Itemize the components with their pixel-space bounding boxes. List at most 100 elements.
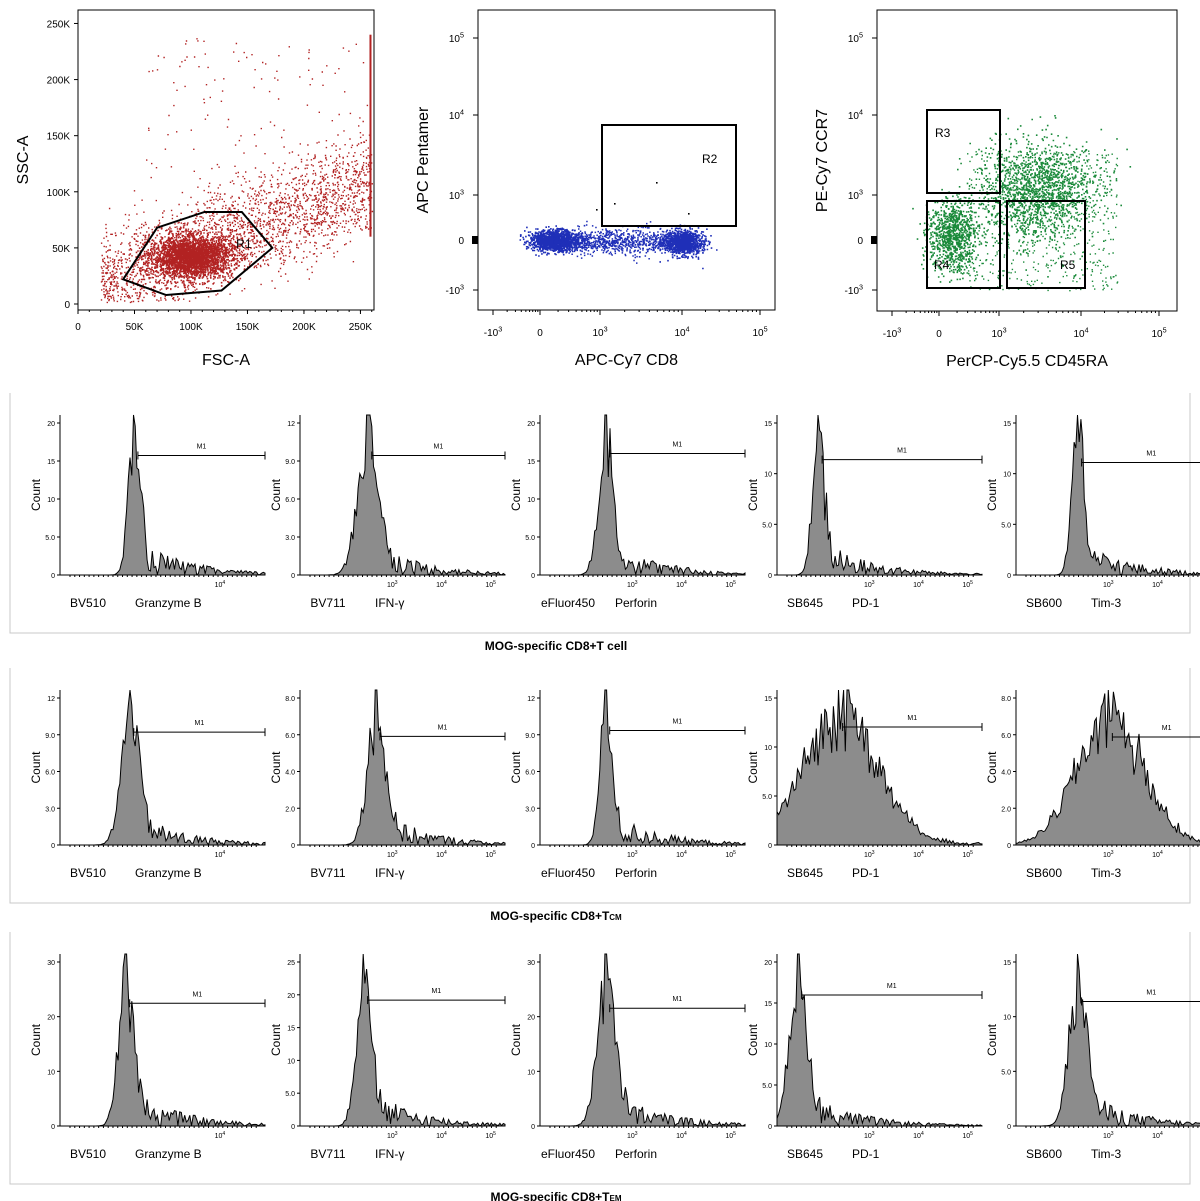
gate-M1-label: M1 [1146,989,1156,996]
y-tick-label: 8.0 [1001,696,1011,703]
y-tick-label: 200K [47,76,71,87]
histogram-panel-pd-1: 0 5.0 10 15 20 103 104 105 M1 Count SB645 PD-1 [746,954,982,1161]
y-tick-label: 5.0 [525,535,535,542]
x-axis-target: IFN-γ [375,596,404,610]
x-axis-target: Granzyme B [135,1147,202,1161]
histogram-panel-perforin: 05.0101520103 104 105M1CounteFluor450 Perfo… [509,415,745,610]
y-tick-label: 5.0 [1001,1069,1011,1076]
y-tick-label: 25 [287,960,295,967]
gate-R3 [927,110,1000,193]
y-tick-label: 30 [527,960,535,967]
y-tick-label: 0 [291,573,295,580]
y-axis-label: Count [269,478,283,511]
y-axis-label: Count [509,478,523,511]
x-tick-label: 103 [864,1131,875,1140]
x-tick-label: 0 [75,322,81,333]
gate-M1-label: M1 [897,448,907,455]
y-tick-label: 250K [47,19,71,30]
x-axis-marker: eFluor450 [541,596,595,610]
x-axis-marker: BV510 [70,866,106,880]
scatter-panel-cd8: APC-Cy7 CD8 APC Pentamer -103 0 103 104 105 -10… [415,10,775,369]
x-axis-marker: BV711 [310,596,345,610]
y-tick-label: 0 [768,1124,772,1131]
y-axis-label: Count [746,478,760,511]
y-tick-label: 0 [857,236,863,247]
gate-M1-label: M1 [195,720,205,727]
x-tick-label: 105 [962,1131,973,1140]
y-tick-label: 150K [47,132,71,143]
x-axis-target: PD-1 [852,866,880,880]
histogram-panel-tim-3: 02.04.06.08.0103104105M1CountSB600Tim-3 [985,690,1200,880]
y-axis-label: Count [985,751,999,784]
y-tick-label: 0 [531,843,535,850]
y-axis-label: Count [269,1023,283,1056]
plot-frame [877,10,1177,311]
x-tick-label: 104 [676,1131,687,1140]
y-tick-label: 3.0 [45,806,55,813]
y-tick-label: 15 [1003,960,1011,967]
x-axis-marker: BV711 [310,1147,345,1161]
histogram-trace [1016,415,1200,575]
y-tick-label: 105 [449,31,464,46]
y-axis-label: Count [985,478,999,511]
x-tick-label: 105 [962,580,973,589]
x-axis-target: Tim-3 [1091,866,1122,880]
histogram-trace [300,415,505,575]
histogram-panel-pd-1: 0 5.0 10 15 103 104 105 M1 Count SB645 PD-1 [746,415,982,610]
y-tick-label: 9.0 [285,459,295,466]
x-axis-target: Tim-3 [1091,1147,1122,1161]
x-axis-marker: SB645 [787,596,823,610]
y-tick-label: 0 [531,1124,535,1131]
y-tick-label: 0 [768,843,772,850]
x-tick-label: 250K [349,322,373,333]
y-tick-label: 2.0 [1001,806,1011,813]
scatter-panel-fsc: FSC-A SSC-A 0 50K 100K 150K 200K 250K 0 50K 100K 15… [15,10,374,369]
y-axis-label: Count [269,751,283,784]
y-tick-label: 10 [1003,1015,1011,1022]
x-tick-label: 105 [752,325,767,340]
y-tick-label: 15 [764,421,772,428]
histogram-trace [777,690,982,845]
gate-M1-label: M1 [192,991,202,998]
x-tick-label: -103 [883,326,901,341]
x-tick-label: 104 [913,850,924,859]
y-tick-label: 104 [449,108,464,123]
x-tick-label: 104 [1152,580,1163,589]
event-dot [596,209,598,211]
flow-cytometry-figure: FSC-ASSC-A0 50K 100K 150K 200K 250K050K100K15… [0,0,1200,1201]
y-tick-label: 10 [764,472,772,479]
y-tick-label: 10 [527,1069,535,1076]
y-tick-label: 5.0 [762,1083,772,1090]
gate-label: R4 [934,258,950,272]
histogram-panel-ifn-: 0 2.0 4.0 6.0 8.0 103 104 105 M1 Count BV711 IFN-γ [269,690,505,880]
histogram-panel-ifn-: 05.010152025103 104 105M1CountBV711 IFN-γ [269,954,505,1161]
y-tick-label: 0 [291,843,295,850]
y-tick-label: 0 [291,1124,295,1131]
x-axis-target: Perforin [615,596,657,610]
histogram-trace [1016,690,1200,845]
histogram-panel-ifn-: 03.06.09.012103 104 105M1CountBV711 IFN-γ [269,415,505,610]
x-tick-label: 200K [292,322,316,333]
row-caption-main: MOG-specific CD8+T cell [485,639,627,653]
y-tick-label: 15 [527,459,535,466]
x-tick-label: 103 [592,325,607,340]
x-tick-label: 104 [913,1131,924,1140]
x-tick-label: 104 [436,1131,447,1140]
histogram-row-1: 05.0101520104M1CountBV510 Granzyme B03.06… [10,393,1200,653]
row-caption: MOG-specific CD8+T cell [485,639,627,653]
y-tick-label: 12 [527,696,535,703]
y-tick-label: 20 [47,421,55,428]
y-tick-label: 4.0 [1001,770,1011,777]
gate-M1-label: M1 [672,718,682,725]
gate-M1-label: M1 [1146,450,1156,457]
histogram-trace [777,954,982,1126]
y-tick-label: 10 [764,1042,772,1049]
gate-R2 [602,125,736,226]
x-tick-label: 104 [676,850,687,859]
histogram-trace [300,954,505,1126]
x-axis-marker: BV510 [70,596,106,610]
x-tick-label: 0 [936,329,942,340]
x-tick-label: 103 [387,1131,398,1140]
y-tick-label: 30 [47,960,55,967]
plot-frame [78,10,374,310]
